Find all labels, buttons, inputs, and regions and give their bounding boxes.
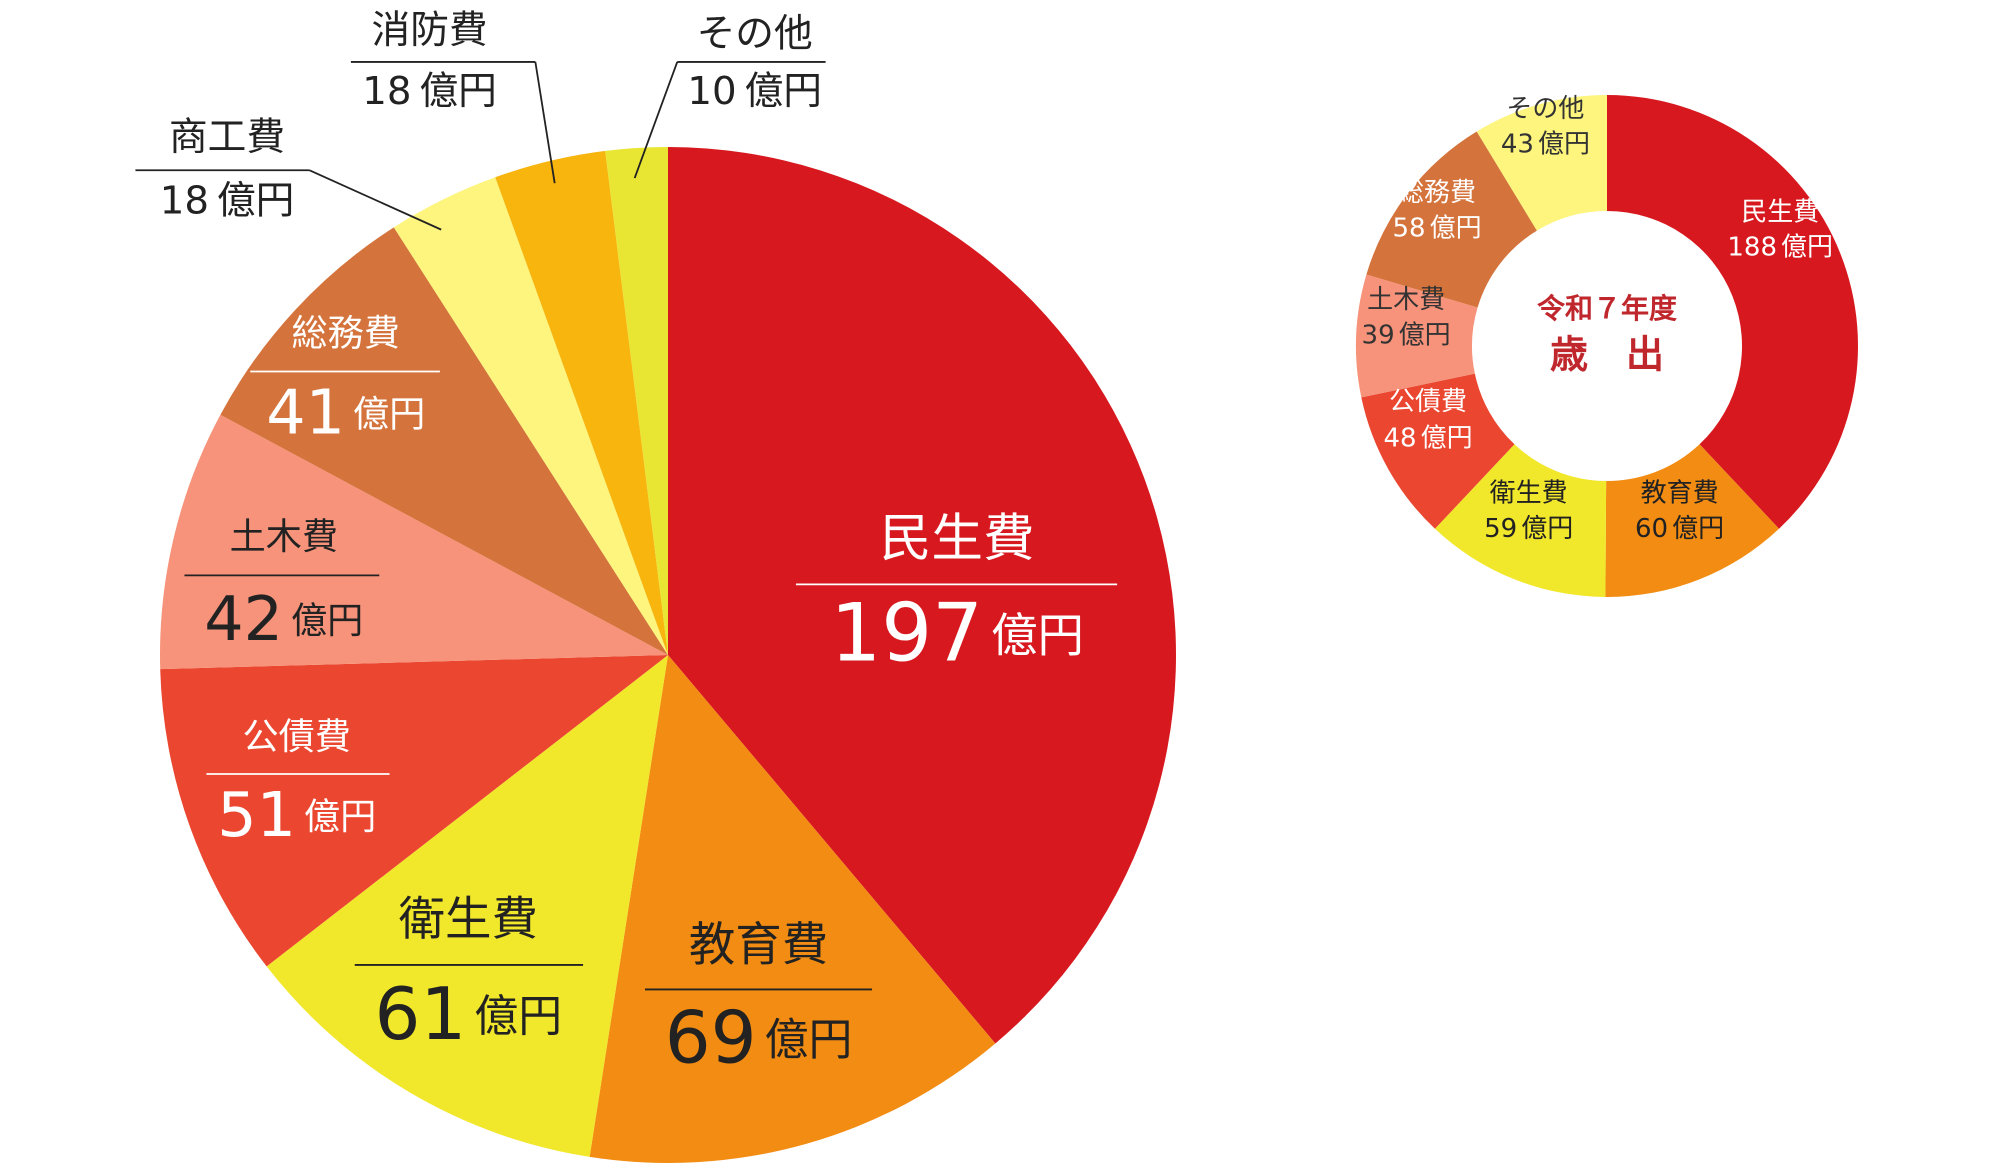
slice — [266, 655, 668, 1157]
value-label: 48 億円 — [1383, 423, 1472, 453]
category-label: 総務費 — [292, 311, 400, 354]
value-label: 10 億円 — [687, 68, 822, 113]
slice — [393, 177, 668, 655]
slice — [495, 150, 668, 655]
value-label: 39 億円 — [1362, 320, 1451, 350]
value-unit: 億円 — [745, 68, 822, 113]
value-number: 48 — [1383, 423, 1416, 453]
value-number: 41 — [266, 377, 345, 449]
slice — [1361, 373, 1515, 529]
value-unit: 億円 — [217, 178, 294, 223]
value-number: 69 — [665, 996, 757, 1080]
category-label: 総務費 — [1398, 178, 1476, 208]
slice — [589, 655, 996, 1163]
value-number: 10 — [687, 68, 736, 113]
value-number: 188 — [1727, 232, 1777, 262]
value-label: 42 億円 — [204, 583, 363, 655]
slice — [1434, 444, 1607, 597]
category-label: 公債費 — [1389, 387, 1467, 417]
value-number: 58 — [1393, 213, 1426, 243]
value-unit: 億円 — [1538, 129, 1590, 159]
leader-line — [309, 169, 442, 231]
category-label: 衛生費 — [399, 892, 538, 946]
value-unit: 億円 — [765, 1014, 853, 1065]
value-label: 69 億円 — [665, 996, 853, 1080]
value-label: 58 億円 — [1393, 213, 1482, 243]
value-number: 42 — [204, 583, 283, 655]
value-label: 197 億円 — [830, 587, 1084, 680]
value-label: 41 億円 — [266, 377, 425, 449]
slice — [1476, 95, 1607, 231]
value-label: 59 億円 — [1484, 513, 1573, 543]
value-label: 60 億円 — [1635, 513, 1724, 543]
category-label: 土木費 — [1367, 285, 1445, 315]
category-label: その他 — [697, 12, 813, 57]
slice — [160, 655, 668, 967]
slice — [605, 147, 668, 655]
value-number: 60 — [1635, 513, 1668, 543]
category-label: 土木費 — [230, 515, 338, 558]
leader-line — [633, 61, 679, 179]
value-label: 18 億円 — [362, 68, 497, 113]
category-label: 消防費 — [372, 8, 488, 53]
slice — [1366, 131, 1537, 308]
value-unit: 億円 — [1672, 513, 1724, 543]
value-label: 188 億円 — [1727, 232, 1833, 262]
donut-title: 令和７年度 — [1537, 292, 1677, 325]
value-unit: 億円 — [291, 599, 363, 642]
leader-line — [534, 61, 556, 184]
value-unit: 億円 — [419, 68, 496, 113]
slice — [668, 147, 1177, 1044]
value-number: 197 — [830, 587, 983, 680]
slice — [1356, 274, 1478, 398]
value-unit: 億円 — [1430, 213, 1482, 243]
category-label: 商工費 — [169, 115, 285, 160]
value-number: 59 — [1484, 513, 1517, 543]
donut-subtitle: 歳 出 — [1550, 333, 1664, 377]
value-label: 51 億円 — [217, 779, 376, 851]
value-unit: 億円 — [1399, 320, 1451, 350]
category-label: 教育費 — [689, 918, 828, 972]
category-label: 教育費 — [1641, 479, 1719, 509]
category-label: その他 — [1506, 94, 1584, 124]
value-unit: 億円 — [353, 393, 425, 436]
value-unit: 億円 — [1521, 513, 1573, 543]
value-number: 43 — [1501, 129, 1534, 159]
category-label: 民生費 — [1741, 197, 1819, 227]
value-number: 51 — [217, 779, 296, 851]
value-unit: 億円 — [304, 795, 376, 838]
category-label: 民生費 — [880, 509, 1035, 569]
value-unit: 億円 — [1421, 423, 1473, 453]
category-label: 公債費 — [243, 715, 351, 758]
slice — [1605, 444, 1780, 597]
value-label: 61 億円 — [374, 973, 562, 1057]
value-unit: 億円 — [1781, 232, 1833, 262]
slice — [160, 414, 668, 670]
value-number: 61 — [374, 973, 466, 1057]
value-number: 18 — [160, 178, 209, 223]
value-label: 18 億円 — [160, 178, 295, 223]
category-label: 衛生費 — [1490, 479, 1568, 509]
value-number: 18 — [362, 68, 411, 113]
value-label: 43 億円 — [1501, 129, 1590, 159]
value-unit: 億円 — [474, 991, 562, 1042]
value-unit: 億円 — [991, 608, 1084, 662]
slice — [1607, 95, 1859, 529]
value-number: 39 — [1362, 320, 1395, 350]
slice — [220, 227, 668, 656]
